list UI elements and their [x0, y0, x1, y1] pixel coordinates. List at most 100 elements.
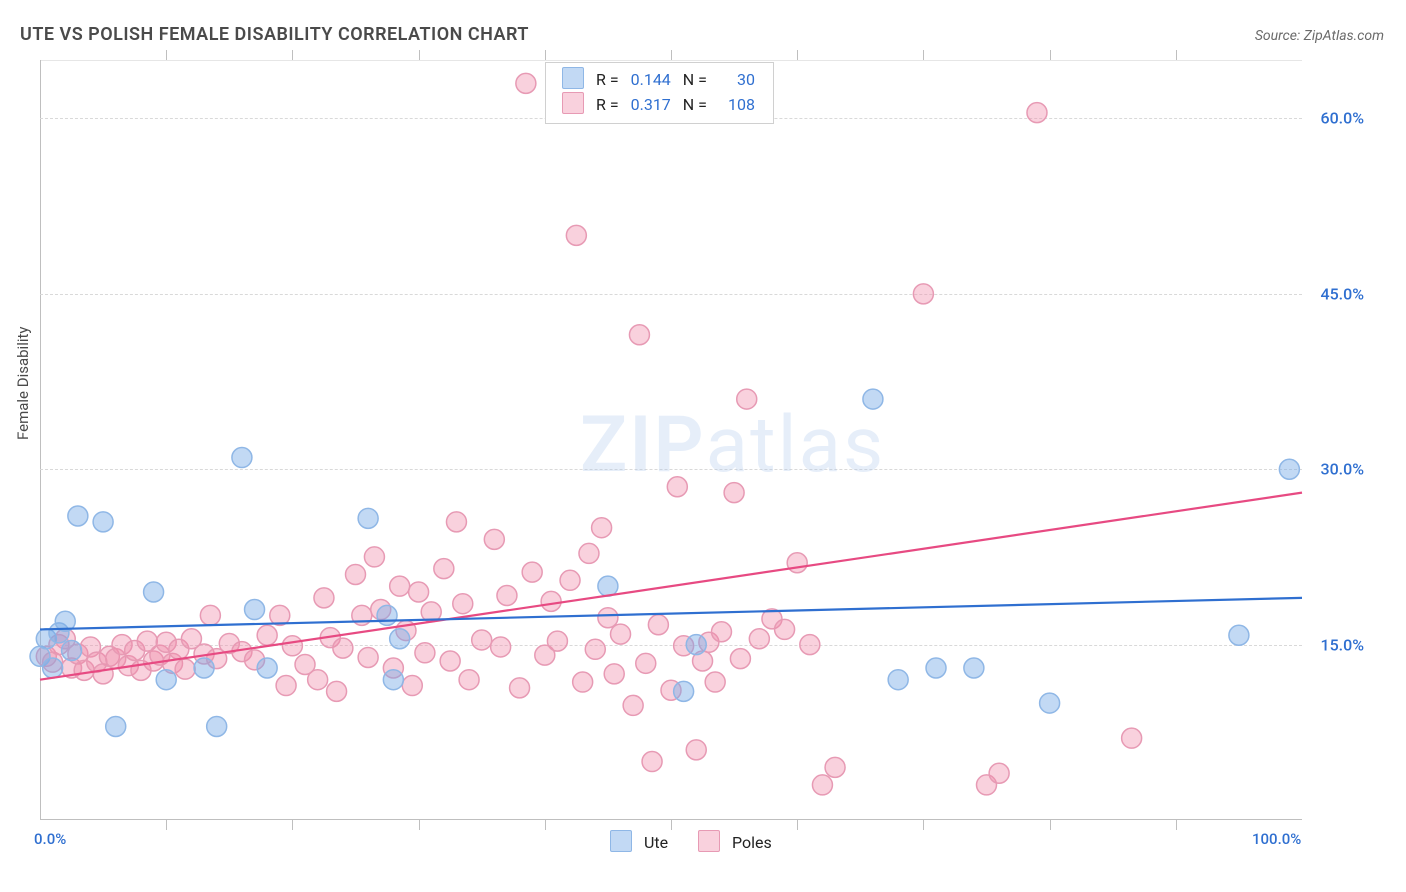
- scatter-point-series1: [207, 716, 227, 736]
- plot-area: ZIPatlas R = 0.144 N = 30 R = 0.317 N = …: [40, 60, 1302, 820]
- scatter-point-series1: [1229, 625, 1249, 645]
- legend-label: Poles: [732, 833, 772, 852]
- x-tick: [1176, 820, 1177, 830]
- scatter-point-series1: [1040, 693, 1060, 713]
- scatter-point-series1: [144, 582, 164, 602]
- scatter-point-series2: [276, 676, 296, 696]
- scatter-point-series2: [446, 512, 466, 532]
- scatter-point-series1: [245, 600, 265, 620]
- scatter-point-series2: [913, 284, 933, 304]
- scatter-point-series2: [560, 570, 580, 590]
- scatter-point-series2: [346, 564, 366, 584]
- scatter-point-series2: [667, 477, 687, 497]
- scatter-point-series2: [775, 619, 795, 639]
- x-tick: [923, 50, 924, 60]
- scatter-point-series1: [232, 448, 252, 468]
- scatter-point-series2: [522, 562, 542, 582]
- x-tick: [419, 50, 420, 60]
- scatter-point-series2: [730, 649, 750, 669]
- n-label: N =: [677, 92, 713, 117]
- r-value: 0.144: [625, 67, 677, 92]
- scatter-point-series2: [327, 681, 347, 701]
- scatter-point-series2: [592, 518, 612, 538]
- scatter-point-series2: [282, 636, 302, 656]
- scatter-point-series2: [598, 608, 618, 628]
- scatter-point-series1: [194, 658, 214, 678]
- scatter-point-series2: [484, 529, 504, 549]
- scatter-point-series2: [1027, 103, 1047, 123]
- legend-row: R = 0.144 N = 30: [556, 67, 761, 92]
- legend-swatch-series2: [698, 830, 720, 852]
- scatter-point-series2: [175, 659, 195, 679]
- scatter-point-series2: [825, 757, 845, 777]
- scatter-point-series2: [636, 653, 656, 673]
- scatter-point-series1: [1279, 459, 1299, 479]
- scatter-point-series1: [390, 629, 410, 649]
- scatter-point-series2: [579, 543, 599, 563]
- scatter-point-series2: [333, 638, 353, 658]
- x-tick: [292, 50, 293, 60]
- scatter-point-series2: [200, 605, 220, 625]
- scatter-point-series1: [964, 658, 984, 678]
- scatter-point-series2: [642, 752, 662, 772]
- x-tick: [166, 50, 167, 60]
- scatter-point-series2: [314, 588, 334, 608]
- scatter-point-series2: [440, 651, 460, 671]
- scatter-point-series1: [888, 670, 908, 690]
- x-tick: [923, 820, 924, 830]
- x-tick: [671, 50, 672, 60]
- scatter-point-series2: [800, 635, 820, 655]
- legend-row: R = 0.317 N = 108: [556, 92, 761, 117]
- scatter-point-series1: [43, 658, 63, 678]
- scatter-point-series2: [604, 664, 624, 684]
- x-axis-label: 100.0%: [1252, 830, 1301, 848]
- legend-swatch-series1: [562, 67, 584, 89]
- x-tick: [1050, 820, 1051, 830]
- x-tick: [545, 50, 546, 60]
- legend-label: Ute: [644, 833, 668, 852]
- series-legend: Ute Poles: [610, 830, 772, 852]
- scatter-point-series1: [93, 512, 113, 532]
- scatter-point-series2: [989, 763, 1009, 783]
- scatter-point-series2: [402, 676, 422, 696]
- scatter-point-series1: [383, 670, 403, 690]
- scatter-point-series2: [257, 625, 277, 645]
- scatter-point-series1: [257, 658, 277, 678]
- y-axis-label: 60.0%: [1320, 109, 1364, 128]
- x-tick: [292, 820, 293, 830]
- y-axis-title: Female Disability: [14, 327, 32, 441]
- scatter-point-series2: [711, 622, 731, 642]
- scatter-point-series2: [453, 594, 473, 614]
- scatter-point-series2: [472, 630, 492, 650]
- scatter-point-series1: [598, 576, 618, 596]
- scatter-point-series2: [409, 582, 429, 602]
- scatter-point-series2: [787, 553, 807, 573]
- n-value: 108: [713, 92, 761, 117]
- scatter-point-series2: [566, 225, 586, 245]
- x-tick: [1176, 50, 1177, 60]
- correlation-legend: R = 0.144 N = 30 R = 0.317 N = 108: [545, 62, 774, 124]
- legend-swatch-series1: [610, 830, 632, 852]
- scatter-point-series2: [686, 740, 706, 760]
- r-label: R =: [590, 67, 625, 92]
- scatter-point-series1: [926, 658, 946, 678]
- scatter-point-series1: [863, 389, 883, 409]
- x-tick: [166, 820, 167, 830]
- scatter-point-series2: [510, 678, 530, 698]
- scatter-point-series2: [497, 586, 517, 606]
- x-tick: [545, 820, 546, 830]
- scatter-point-series2: [1122, 728, 1142, 748]
- scatter-point-series2: [749, 629, 769, 649]
- scatter-point-series1: [377, 605, 397, 625]
- x-axis-label: 0.0%: [34, 830, 66, 848]
- scatter-point-series2: [308, 670, 328, 690]
- scatter-point-series2: [705, 672, 725, 692]
- y-axis-label: 45.0%: [1320, 284, 1364, 303]
- n-value: 30: [713, 67, 761, 92]
- x-tick: [419, 820, 420, 830]
- scatter-point-series1: [106, 716, 126, 736]
- n-label: N =: [677, 67, 713, 92]
- scatter-point-series2: [648, 615, 668, 635]
- scatter-point-series2: [611, 624, 631, 644]
- scatter-point-series1: [686, 635, 706, 655]
